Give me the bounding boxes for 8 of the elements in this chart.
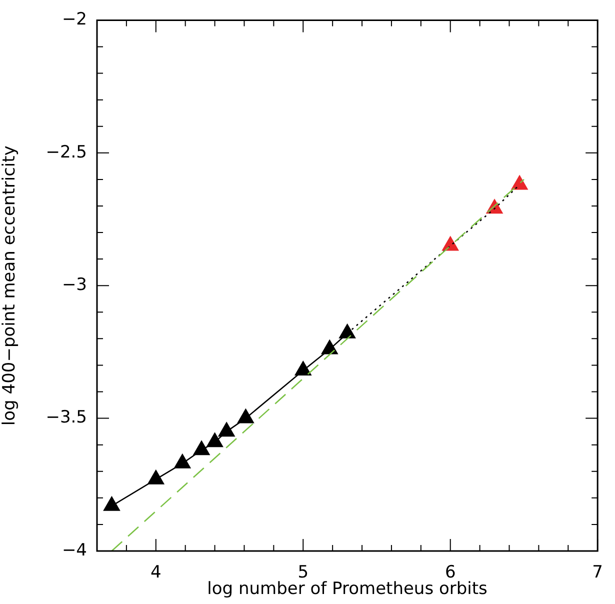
x-tick-label: 4 [150,562,162,583]
y-tick-label: −2.5 [46,142,87,162]
y-axis-title: log 400−point mean eccentricity [0,146,20,426]
y-tick-label: −2 [62,10,87,30]
x-tick-label: 7 [592,562,604,583]
y-tick-label: −4 [62,540,87,560]
y-tick-label: −3 [62,275,87,296]
y-tick-label: −3.5 [46,408,87,428]
